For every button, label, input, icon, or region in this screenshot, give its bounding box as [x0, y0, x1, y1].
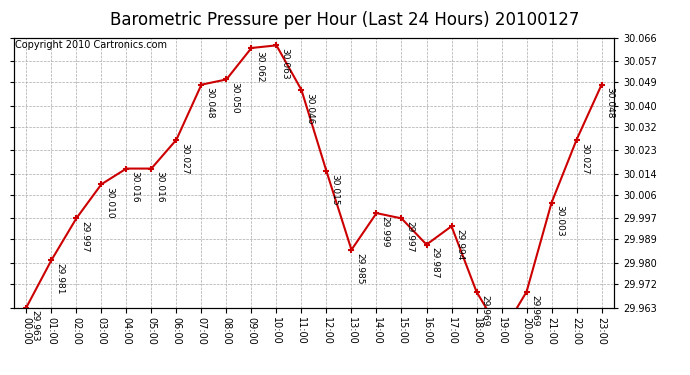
Text: 29.997: 29.997 [405, 221, 414, 253]
Text: 30.063: 30.063 [280, 48, 289, 80]
Text: 29.969: 29.969 [480, 294, 489, 326]
Text: 30.027: 30.027 [180, 142, 189, 174]
Text: Barometric Pressure per Hour (Last 24 Hours) 20100127: Barometric Pressure per Hour (Last 24 Ho… [110, 11, 580, 29]
Text: 30.016: 30.016 [130, 171, 139, 203]
Text: 29.997: 29.997 [80, 221, 89, 253]
Text: 30.016: 30.016 [155, 171, 164, 203]
Text: 29.994: 29.994 [455, 229, 464, 260]
Text: 30.048: 30.048 [605, 87, 614, 119]
Text: 29.969: 29.969 [531, 294, 540, 326]
Text: 30.048: 30.048 [205, 87, 214, 119]
Text: 29.987: 29.987 [431, 248, 440, 279]
Text: 30.027: 30.027 [580, 142, 589, 174]
Text: 30.003: 30.003 [555, 206, 564, 237]
Text: 30.050: 30.050 [230, 82, 239, 114]
Text: 29.999: 29.999 [380, 216, 389, 248]
Text: 29.963: 29.963 [30, 310, 39, 342]
Text: 30.015: 30.015 [331, 174, 339, 206]
Text: 30.046: 30.046 [305, 93, 314, 124]
Text: 30.062: 30.062 [255, 51, 264, 82]
Text: 30.010: 30.010 [105, 187, 114, 219]
Text: 29.953: 29.953 [0, 374, 1, 375]
Text: Copyright 2010 Cartronics.com: Copyright 2010 Cartronics.com [15, 40, 167, 50]
Text: 29.981: 29.981 [55, 263, 64, 295]
Text: 29.985: 29.985 [355, 253, 364, 284]
